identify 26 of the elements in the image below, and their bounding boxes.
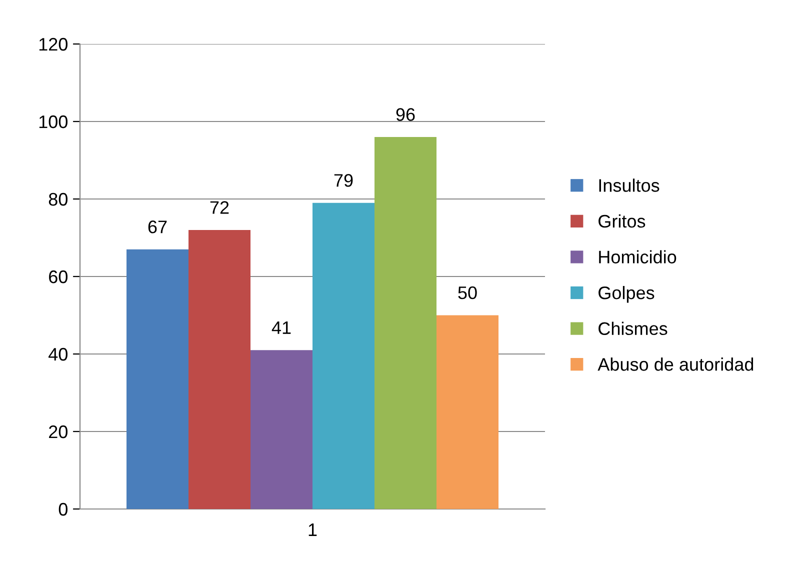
x-tick-label: 1 xyxy=(308,524,317,536)
data-label: 67 xyxy=(148,220,167,234)
y-tick-label: 120 xyxy=(39,38,68,51)
data-label: 72 xyxy=(210,201,229,214)
legend-label: Abuso de autoridad xyxy=(598,358,754,371)
legend-label: Gritos xyxy=(598,214,646,228)
legend-label: Homicidio xyxy=(599,250,676,264)
data-label: 41 xyxy=(272,321,291,334)
bar xyxy=(126,249,188,509)
legend-label: Golpes xyxy=(598,286,654,303)
legend-label: Insultos xyxy=(599,178,660,192)
bar xyxy=(312,202,374,509)
bar xyxy=(436,315,498,509)
y-tick-label: 80 xyxy=(48,192,68,206)
y-tick-label: 20 xyxy=(49,425,68,438)
legend-label: Chismes xyxy=(598,322,668,336)
bar xyxy=(374,137,436,509)
data-label: 50 xyxy=(458,286,477,300)
y-tick-label: 40 xyxy=(48,348,68,361)
bar xyxy=(188,230,250,509)
data-label: 96 xyxy=(396,108,415,121)
data-label: 79 xyxy=(334,174,353,187)
y-tick-label: 100 xyxy=(39,115,68,128)
y-tick-label: 60 xyxy=(49,270,68,284)
y-tick-label: 0 xyxy=(58,502,68,516)
bar xyxy=(250,350,312,509)
